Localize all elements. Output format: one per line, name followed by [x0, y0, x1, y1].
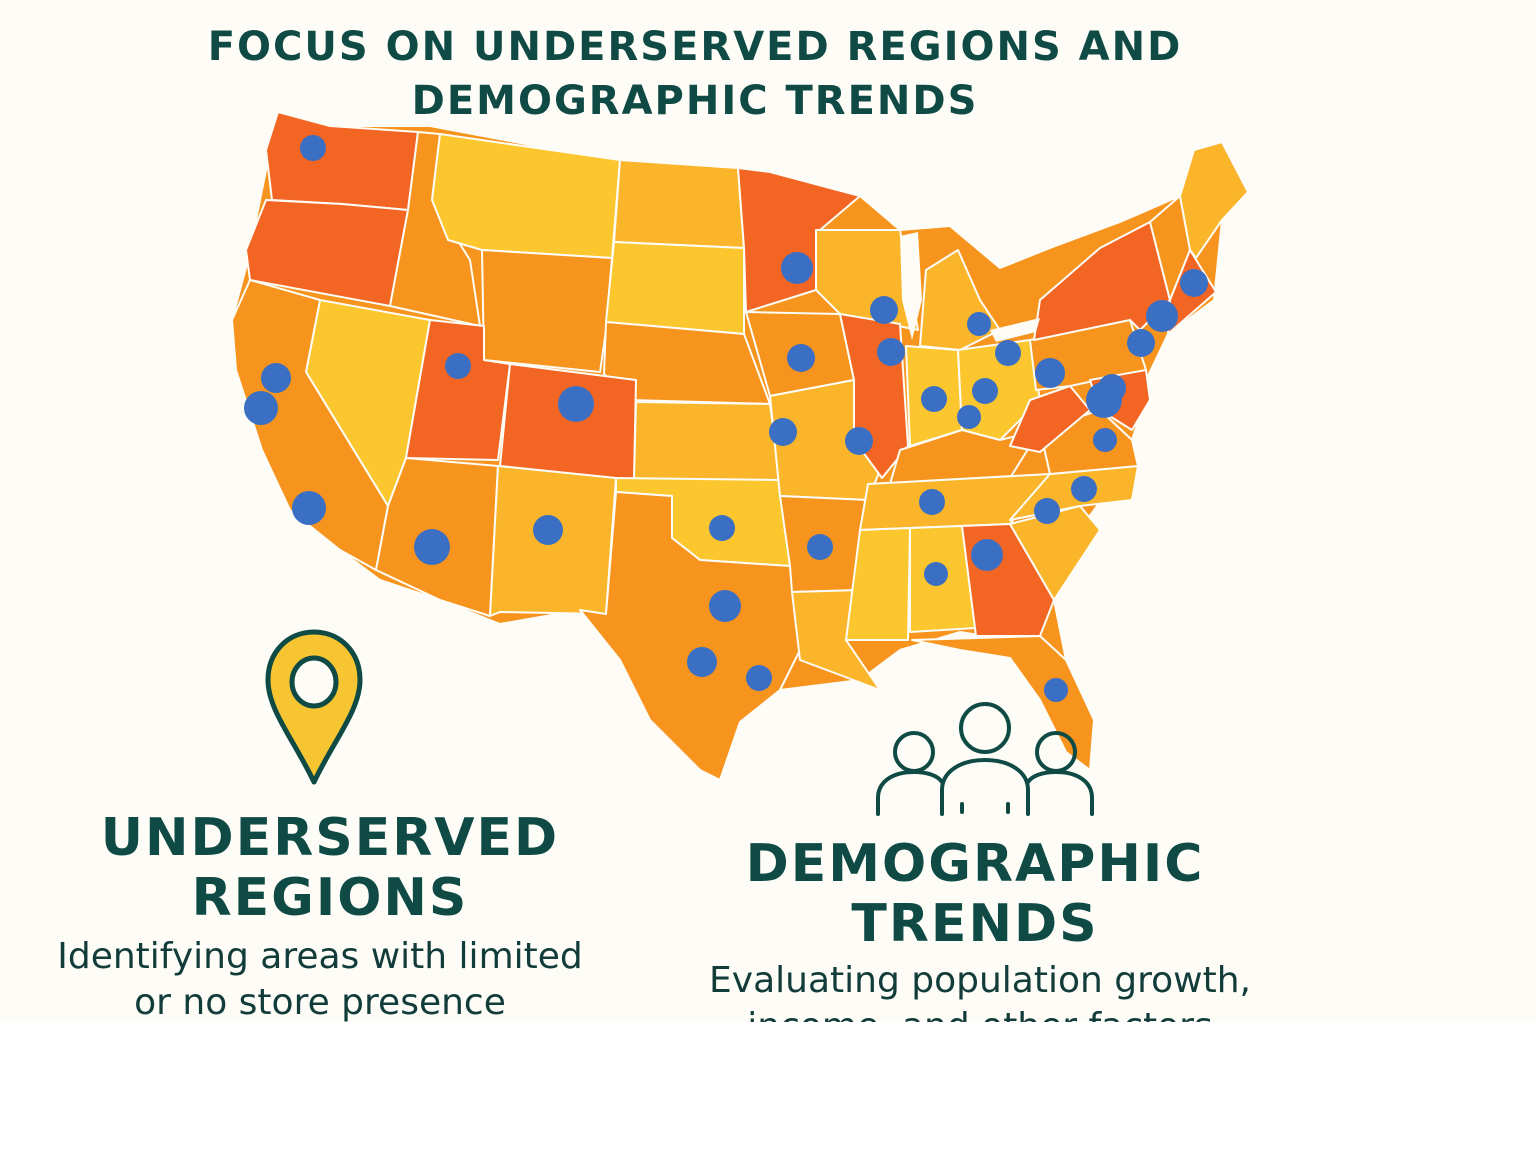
page-title: FOCUS ON UNDERSERVED REGIONS AND DEMOGRA… [207, 24, 1183, 124]
underserved-regions-description: Identifying areas with limited or no sto… [57, 936, 583, 1022]
store-marker [261, 363, 291, 393]
store-marker [1093, 428, 1117, 452]
state-florida [911, 635, 1095, 771]
store-marker [921, 386, 947, 412]
store-marker [995, 340, 1021, 366]
store-marker [1071, 476, 1097, 502]
state-south-dakota [605, 241, 745, 335]
store-marker [924, 562, 948, 586]
store-marker [1146, 300, 1178, 332]
demographic-trends-description: Evaluating population growth, income, an… [709, 960, 1251, 1022]
store-marker [781, 252, 813, 284]
store-marker [1127, 329, 1155, 357]
great-lakes [900, 232, 1040, 342]
store-marker [709, 515, 735, 541]
store-marker [919, 489, 945, 515]
us-map [231, 111, 1249, 781]
store-marker [533, 515, 563, 545]
store-marker [807, 534, 833, 560]
store-marker [300, 135, 326, 161]
store-marker [787, 344, 815, 372]
store-marker [1044, 678, 1068, 702]
infographic-page: FOCUS ON UNDERSERVED REGIONS AND DEMOGRA… [57, 24, 1251, 1022]
store-marker [558, 386, 594, 422]
store-marker [845, 427, 873, 455]
store-marker [1180, 269, 1208, 297]
people-group-icon [876, 702, 1094, 816]
store-marker [1034, 498, 1060, 524]
store-marker [414, 529, 450, 565]
lake-erie [990, 318, 1040, 342]
store-markers [244, 135, 1208, 702]
state-mississippi [845, 527, 911, 641]
store-marker [957, 405, 981, 429]
store-marker [870, 296, 898, 324]
state-louisiana [791, 589, 881, 691]
state-north-dakota [613, 159, 745, 249]
store-marker [971, 539, 1003, 571]
store-marker [746, 665, 772, 691]
state-west-virginia [1009, 385, 1091, 453]
store-marker [1035, 358, 1065, 388]
state-montana [431, 133, 621, 259]
underserved-regions-heading: UNDERSERVED REGIONS [100, 808, 560, 928]
store-marker [769, 418, 797, 446]
store-marker [709, 590, 741, 622]
state-colorado [499, 363, 637, 481]
state-texas [579, 491, 801, 781]
state-kansas [633, 401, 781, 481]
states-group [231, 111, 1249, 781]
store-marker [972, 378, 998, 404]
store-marker [244, 391, 278, 425]
store-marker [445, 353, 471, 379]
lake-michigan [900, 232, 922, 340]
store-marker [292, 491, 326, 525]
map-pin-icon [265, 629, 363, 785]
store-marker [967, 312, 991, 336]
state-wyoming [481, 249, 613, 373]
state-california [231, 279, 389, 571]
demographic-trends-heading: DEMOGRAPHIC TRENDS [745, 834, 1205, 954]
store-marker [877, 338, 905, 366]
store-marker [1098, 374, 1126, 402]
store-marker [687, 647, 717, 677]
